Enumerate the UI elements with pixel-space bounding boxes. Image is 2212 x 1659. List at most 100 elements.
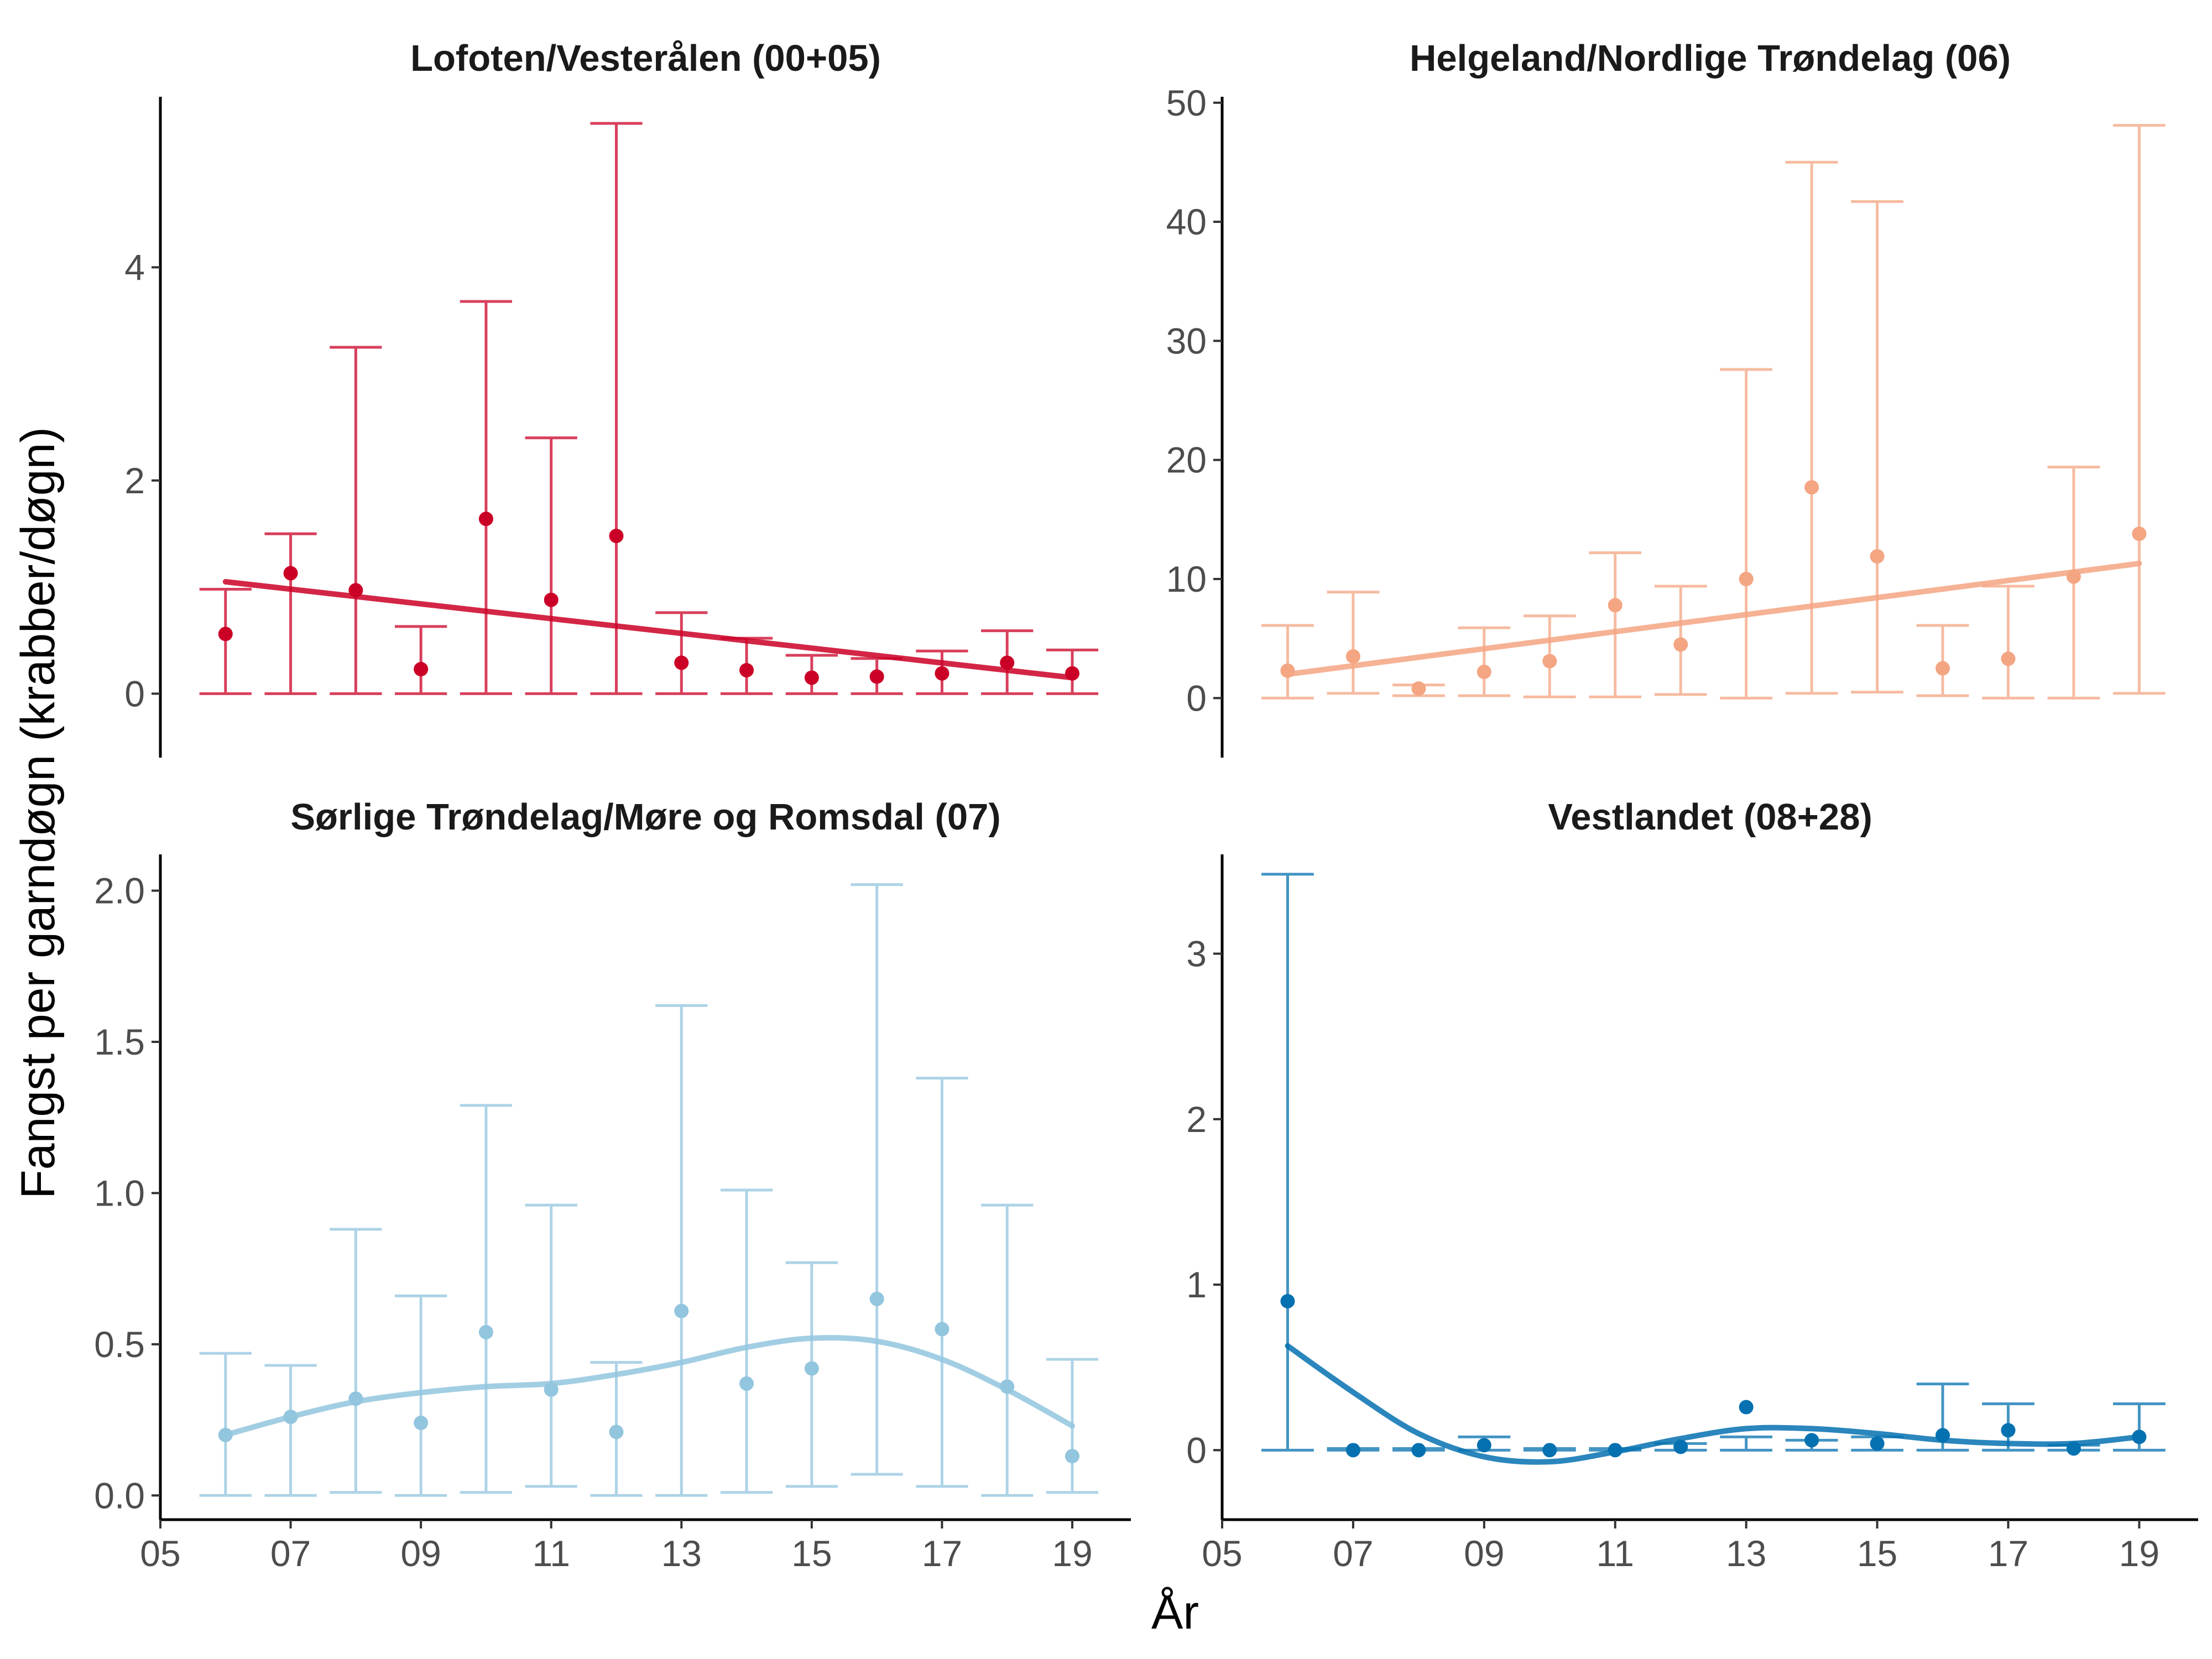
- data-point: [1411, 1443, 1426, 1458]
- data-point: [869, 669, 884, 684]
- y-tick-label: 2: [124, 460, 145, 501]
- data-point: [1280, 1293, 1295, 1308]
- data-point: [1345, 649, 1360, 664]
- error-bar: [1720, 1435, 1773, 1452]
- x-tick-label: 11: [532, 1533, 570, 1574]
- error-bar: [264, 532, 317, 695]
- data-point: [1804, 480, 1819, 495]
- x-tick-label: 19: [1052, 1533, 1092, 1574]
- data-point: [1065, 666, 1079, 681]
- error-bar: [590, 122, 643, 695]
- error-bar: [330, 1228, 382, 1494]
- error-bar: [1261, 624, 1314, 700]
- panel-1: Lofoten/Vesterålen (00+05) 0 2 4: [124, 38, 1099, 758]
- data-point: [609, 529, 624, 544]
- y-tick-label: 0: [1186, 677, 1207, 718]
- error-bar: [1851, 200, 1903, 694]
- data-point: [2132, 1430, 2147, 1444]
- error-bar: [1261, 873, 1314, 1452]
- error-bar: [655, 1004, 708, 1497]
- error-bar: [460, 300, 513, 695]
- data-point: [1673, 1439, 1688, 1454]
- trend-line: [222, 1335, 1075, 1438]
- data-point: [935, 1322, 950, 1337]
- error-bar: [916, 1077, 968, 1488]
- error-bar: [1589, 551, 1642, 698]
- y-tick-label: 4: [124, 247, 145, 288]
- y-tick-label: 10: [1166, 559, 1207, 599]
- data-point: [218, 627, 233, 641]
- data-point: [1542, 1443, 1557, 1458]
- error-bar: [1327, 591, 1380, 695]
- data-point: [1870, 1436, 1885, 1451]
- data-point: [414, 1416, 429, 1431]
- error-bar: [264, 1364, 317, 1497]
- data-point: [1000, 1379, 1015, 1394]
- data-point: [804, 1361, 819, 1376]
- data-point: [804, 670, 819, 685]
- error-bar: [460, 1104, 513, 1494]
- data-point: [348, 583, 363, 598]
- x-tick-label: 09: [1464, 1533, 1504, 1574]
- panel-4: Vestlandet (08+28) 0 1 2 3 05 07 09 11 13 15 17 19: [1186, 796, 2198, 1574]
- data-point: [1345, 1443, 1360, 1458]
- data-point: [1936, 1428, 1950, 1443]
- x-tick-label: 15: [791, 1533, 832, 1574]
- data-point: [1477, 664, 1491, 679]
- data-point: [1804, 1433, 1819, 1448]
- y-tick-label: 0.5: [94, 1324, 145, 1365]
- y-tick-label: 1.0: [94, 1172, 145, 1213]
- error-bar: [199, 587, 252, 695]
- error-bar: [525, 1203, 577, 1488]
- data-point: [283, 566, 298, 581]
- x-tick-label: 19: [2119, 1533, 2159, 1574]
- x-tick-label: 09: [400, 1533, 441, 1574]
- x-axis-title: År: [1151, 1586, 1199, 1639]
- y-tick-label: 1.5: [94, 1021, 145, 1062]
- data-point: [218, 1427, 233, 1442]
- x-tick-label: 05: [1202, 1533, 1242, 1574]
- error-bar: [1916, 624, 1969, 697]
- trend-line: [222, 579, 1075, 681]
- data-point: [1739, 1400, 1754, 1415]
- trend-line: [1285, 561, 2142, 677]
- data-point: [2132, 526, 2147, 541]
- y-tick-label: 50: [1166, 82, 1207, 123]
- data-point: [1673, 637, 1688, 652]
- panel-title: Vestlandet (08+28): [1548, 796, 1872, 838]
- error-bar: [199, 1352, 252, 1497]
- data-point: [2066, 1441, 2081, 1456]
- error-bar: [1458, 626, 1511, 697]
- data-point: [1280, 663, 1295, 678]
- panel-title: Helgeland/Nordlige Trøndelag (06): [1410, 38, 2011, 79]
- panel-3: Sørlige Trøndelag/Møre og Romsdal (07) 0.…: [94, 796, 1131, 1574]
- x-tick-label: 17: [1988, 1533, 2028, 1574]
- data-point: [414, 662, 429, 677]
- panel-title: Lofoten/Vesterålen (00+05): [410, 38, 881, 79]
- data-point: [544, 592, 559, 607]
- data-point: [609, 1425, 624, 1439]
- y-tick-label: 2: [1186, 1099, 1207, 1140]
- error-bar: [1720, 368, 1773, 700]
- y-tick-label: 0: [124, 673, 145, 714]
- panel-2: Helgeland/Nordlige Trøndelag (06) 0 10 20 30…: [1166, 38, 2166, 758]
- y-tick-label: 40: [1166, 201, 1207, 242]
- x-tick-label: 07: [270, 1533, 311, 1574]
- error-bar: [395, 625, 447, 695]
- error-bar: [1982, 585, 2034, 700]
- error-bar: [981, 1203, 1034, 1497]
- data-point: [1608, 598, 1623, 613]
- error-bar: [655, 611, 708, 695]
- y-tick-label: 20: [1166, 440, 1207, 481]
- data-point: [674, 655, 689, 670]
- trend-line: [1285, 1343, 2142, 1465]
- data-point: [674, 1303, 689, 1318]
- y-tick-label: 3: [1186, 933, 1207, 974]
- data-point: [1477, 1438, 1491, 1453]
- x-tick-label: 07: [1333, 1533, 1373, 1574]
- data-point: [478, 512, 493, 526]
- data-point: [1608, 1443, 1623, 1458]
- y-tick-label: 0: [1186, 1430, 1207, 1470]
- data-point: [2001, 1423, 2016, 1438]
